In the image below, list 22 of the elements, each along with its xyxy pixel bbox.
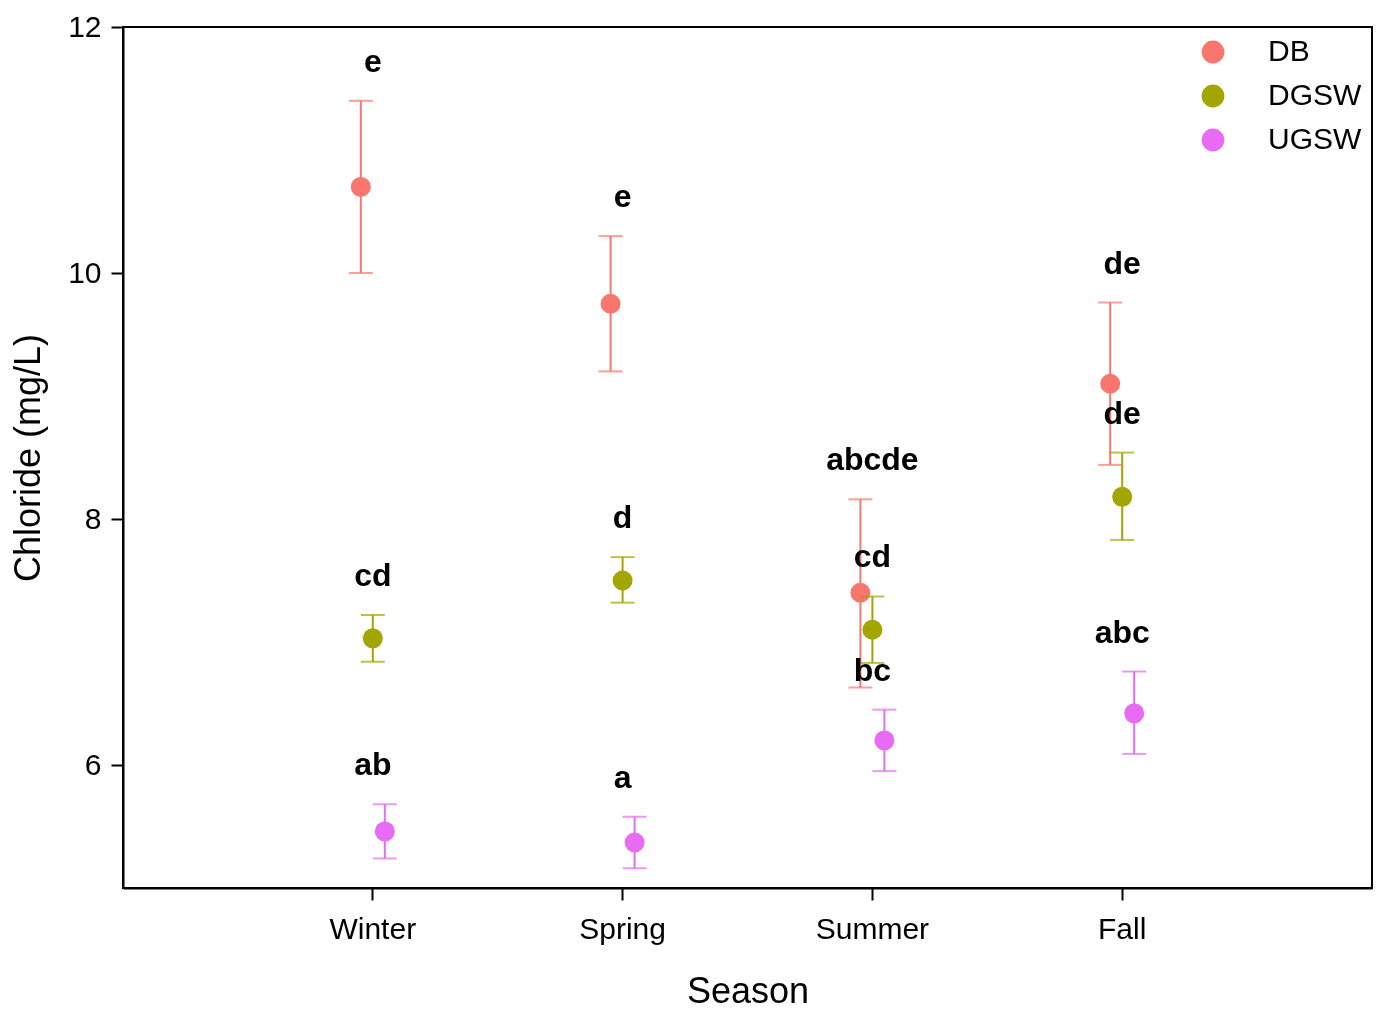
legend-label: DB (1268, 34, 1310, 67)
legend-label: DGSW (1268, 78, 1363, 111)
annotation: e (363, 42, 382, 79)
x-tick-label: Spring (579, 911, 666, 945)
y-tick-label: 10 (68, 255, 102, 289)
x-tick-label: Summer (815, 911, 930, 945)
y-tick-label: 6 (84, 747, 102, 781)
y-tick-label: 8 (84, 501, 102, 535)
annotation: d (612, 499, 633, 536)
annotation: de (1103, 244, 1141, 281)
annotation: a (613, 758, 632, 795)
annotation: abcde (826, 441, 919, 478)
y-axis-title: Chloride (mg/L) (7, 333, 49, 583)
annotation: e (613, 178, 632, 215)
annotation: ab (354, 746, 392, 783)
legend-label: UGSW (1268, 122, 1363, 155)
x-axis-title: Season (686, 969, 810, 1011)
x-tick-label: Winter (329, 911, 417, 945)
annotation: cd (354, 556, 392, 593)
annotation: abc (1094, 613, 1150, 650)
y-tick-label: 12 (68, 9, 102, 43)
x-tick-label: Fall (1098, 911, 1147, 945)
